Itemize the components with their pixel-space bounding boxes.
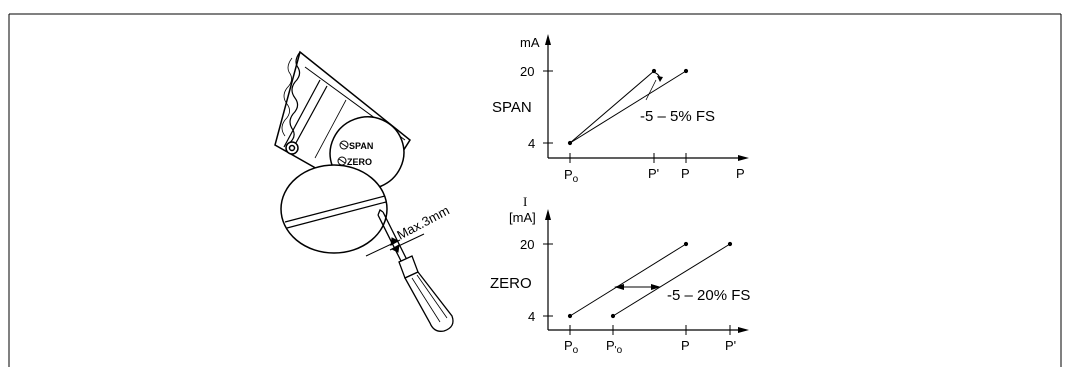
max-width-label: Max.3mm	[394, 203, 451, 243]
span-y-axis-label: mA	[520, 35, 540, 50]
span-section-label: SPAN	[492, 99, 532, 116]
screwdriver-handle	[404, 271, 454, 332]
span-x-tick-p0: Po	[564, 167, 579, 185]
zero-y-tick-20: 20	[520, 237, 534, 252]
zero-x-tick-pprime: P'	[725, 338, 736, 353]
span-range-annotation: -5 – 5% FS	[640, 108, 715, 125]
span-marking: SPAN	[349, 141, 373, 151]
zero-x-tick-p: P	[681, 338, 690, 353]
zero-x-tick-p0: Po	[564, 338, 579, 356]
span-y-tick-20: 20	[520, 64, 534, 79]
span-x-tick-pprime: P'	[648, 166, 659, 181]
zero-x-tick-pprime0: P'o	[606, 338, 623, 356]
zero-line-original	[569, 243, 687, 317]
pprime0-subscript: 'o	[615, 345, 623, 356]
span-chart: SPAN mA 20 4 Po P' P P -5 – 5% FS	[492, 34, 749, 185]
span-y-arrow	[545, 34, 551, 45]
span-x-axis-label: P	[736, 166, 745, 181]
page-border	[8, 13, 1062, 367]
adjuster-slot	[284, 195, 386, 223]
zero-y-tick-4: 4	[528, 309, 535, 324]
zero-section-label: ZERO	[490, 275, 532, 292]
zero-y-arrow	[545, 209, 551, 220]
span-line-original	[569, 70, 687, 144]
screwdriver	[377, 209, 454, 332]
span-line-adjusted	[569, 70, 655, 144]
span-x-tick-p: P	[681, 166, 690, 181]
screwdriver-tip	[377, 209, 384, 216]
zero-range-annotation: -5 – 20% FS	[667, 287, 750, 304]
span-zero-markings: SPAN ZERO	[337, 140, 373, 167]
p0-subscript: o	[573, 345, 579, 356]
span-x-arrow	[738, 155, 749, 161]
transmitter-illustration: SPAN ZERO	[274, 50, 411, 254]
p0-subscript: o	[573, 174, 579, 185]
span-y-tick-4: 4	[528, 136, 535, 151]
zero-chart: ZERO I [mA] 20 4 Po P'o P P' -5 – 20% FS	[490, 194, 750, 356]
zero-y-axis-symbol: I	[523, 194, 527, 209]
zero-y-axis-label: [mA]	[509, 210, 536, 225]
zero-line-shifted	[612, 243, 731, 317]
zero-marking: ZERO	[347, 157, 372, 167]
zero-x-arrow	[738, 327, 749, 333]
